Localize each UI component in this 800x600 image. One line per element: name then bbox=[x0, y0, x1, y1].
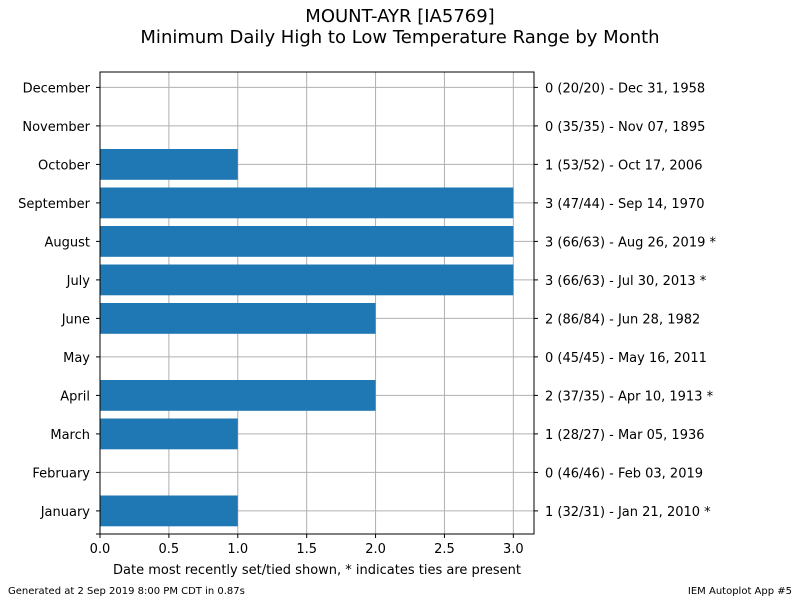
x-tick-label: 3.0 bbox=[503, 542, 524, 557]
bar-october bbox=[100, 149, 238, 180]
record-label-july: 3 (66/63) - Jul 30, 2013 * bbox=[545, 274, 707, 289]
record-label-january: 1 (32/31) - Jan 21, 2010 * bbox=[545, 505, 711, 520]
footer-generated-text: Generated at 2 Sep 2019 8:00 PM CDT in 0… bbox=[8, 586, 245, 597]
bars bbox=[100, 149, 514, 527]
record-label-april: 2 (37/35) - Apr 10, 1913 * bbox=[545, 389, 714, 404]
plot-frame bbox=[99, 71, 535, 535]
bar-april bbox=[100, 380, 376, 411]
axis-ticks bbox=[96, 86, 538, 538]
x-tick-label: 2.0 bbox=[365, 542, 386, 557]
x-tick-label: 0.0 bbox=[90, 542, 111, 557]
y-tick-label-october: October bbox=[38, 158, 91, 173]
y-tick-label-may: May bbox=[63, 351, 90, 366]
axis-labels: 0.0 0.5 1.0 1.5 2.0 2.5 3.0 January 1 (32/31) - … bbox=[18, 81, 716, 557]
record-label-october: 1 (53/52) - Oct 17, 2006 bbox=[545, 158, 702, 173]
x-tick-label: 2.5 bbox=[434, 542, 455, 557]
y-tick-label-august: August bbox=[45, 235, 91, 250]
record-label-november: 0 (35/35) - Nov 07, 1895 bbox=[545, 120, 705, 135]
record-label-august: 3 (66/63) - Aug 26, 2019 * bbox=[545, 235, 717, 250]
y-tick-label-december: December bbox=[23, 81, 91, 96]
record-label-september: 3 (47/44) - Sep 14, 1970 bbox=[545, 197, 705, 212]
bar-january bbox=[100, 495, 238, 527]
record-label-may: 0 (45/45) - May 16, 2011 bbox=[545, 351, 707, 366]
y-tick-label-june: June bbox=[61, 312, 90, 327]
record-label-february: 0 (46/46) - Feb 03, 2019 bbox=[545, 466, 703, 481]
footer-app-name: IEM Autoplot App #5 bbox=[687, 586, 792, 597]
y-tick-label-july: July bbox=[66, 274, 91, 289]
chart-subtitle: Minimum Daily High to Low Temperature Ra… bbox=[140, 27, 659, 48]
bar-august bbox=[100, 226, 514, 257]
x-axis-label: Date most recently set/tied shown, * ind… bbox=[113, 563, 521, 578]
bar-march bbox=[100, 418, 238, 450]
y-tick-label-april: April bbox=[60, 389, 90, 404]
x-tick-label: 0.5 bbox=[159, 542, 180, 557]
y-tick-label-september: September bbox=[18, 197, 91, 212]
y-tick-label-february: February bbox=[32, 466, 90, 481]
y-tick-label-november: November bbox=[22, 120, 90, 135]
bar-june bbox=[100, 303, 376, 334]
record-label-march: 1 (28/27) - Mar 05, 1936 bbox=[545, 428, 705, 443]
record-label-june: 2 (86/84) - Jun 28, 1982 bbox=[545, 312, 700, 327]
bar-july bbox=[100, 264, 514, 296]
x-tick-label: 1.0 bbox=[227, 542, 248, 557]
chart-title: MOUNT-AYR [IA5769] bbox=[305, 6, 494, 27]
y-tick-label-january: January bbox=[40, 505, 91, 520]
record-label-december: 0 (20/20) - Dec 31, 1958 bbox=[545, 81, 705, 96]
bar-september bbox=[100, 187, 514, 219]
x-tick-label: 1.5 bbox=[296, 542, 317, 557]
y-tick-label-march: March bbox=[50, 428, 90, 443]
